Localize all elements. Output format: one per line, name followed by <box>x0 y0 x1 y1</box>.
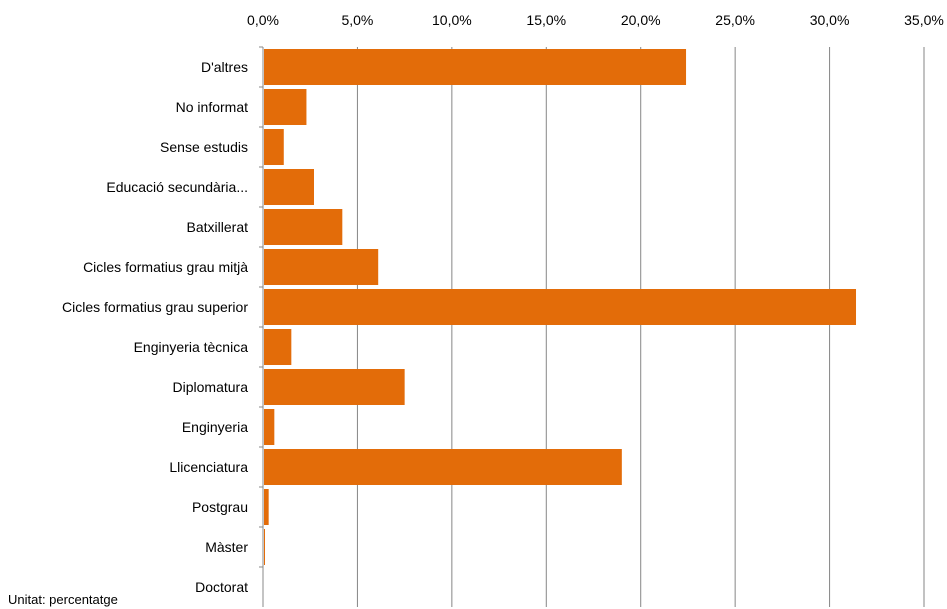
category-label: Educació secundària... <box>106 179 248 195</box>
x-tick-label: 0,0% <box>247 12 279 28</box>
bar <box>264 89 307 125</box>
bar <box>264 529 265 565</box>
category-label: Llicenciatura <box>169 459 248 475</box>
x-tick-label: 5,0% <box>341 12 373 28</box>
x-tick-label: 30,0% <box>810 12 850 28</box>
bar <box>264 329 292 365</box>
category-label: Doctorat <box>195 579 248 595</box>
gridlines <box>356 47 925 607</box>
bar <box>264 409 275 445</box>
x-tick-label: 35,0% <box>904 12 944 28</box>
bar <box>264 209 343 245</box>
category-label: Màster <box>205 539 248 555</box>
category-label: Enginyeria <box>182 419 248 435</box>
category-labels: D'altres No informat Sense estudis Educació… <box>62 46 263 595</box>
bar <box>264 169 314 205</box>
x-tick-label: 10,0% <box>432 12 472 28</box>
x-tick-label: 20,0% <box>621 12 661 28</box>
bar <box>264 249 379 285</box>
bar <box>264 129 284 165</box>
category-label: Enginyeria tècnica <box>134 339 249 355</box>
bar <box>264 449 622 485</box>
category-label: Postgrau <box>192 499 248 515</box>
x-tick-label: 15,0% <box>526 12 566 28</box>
bar <box>264 369 405 405</box>
x-tick-label: 25,0% <box>715 12 755 28</box>
bars <box>264 49 857 565</box>
category-label: No informat <box>176 99 248 115</box>
category-label: Cicles formatius grau superior <box>62 299 248 315</box>
bar <box>264 289 857 325</box>
bar <box>264 489 269 525</box>
category-label: D'altres <box>201 59 248 75</box>
category-label: Batxillerat <box>187 219 249 235</box>
category-label: Diplomatura <box>173 379 249 395</box>
unit-note: Unitat: percentatge <box>8 592 118 607</box>
bar <box>264 49 687 85</box>
x-axis-ticks: 0,0% 5,0% 10,0% 15,0% 20,0% 25,0% 30,0% 35,0% <box>247 12 944 28</box>
category-label: Cicles formatius grau mitjà <box>83 259 248 275</box>
category-label: Sense estudis <box>160 139 248 155</box>
